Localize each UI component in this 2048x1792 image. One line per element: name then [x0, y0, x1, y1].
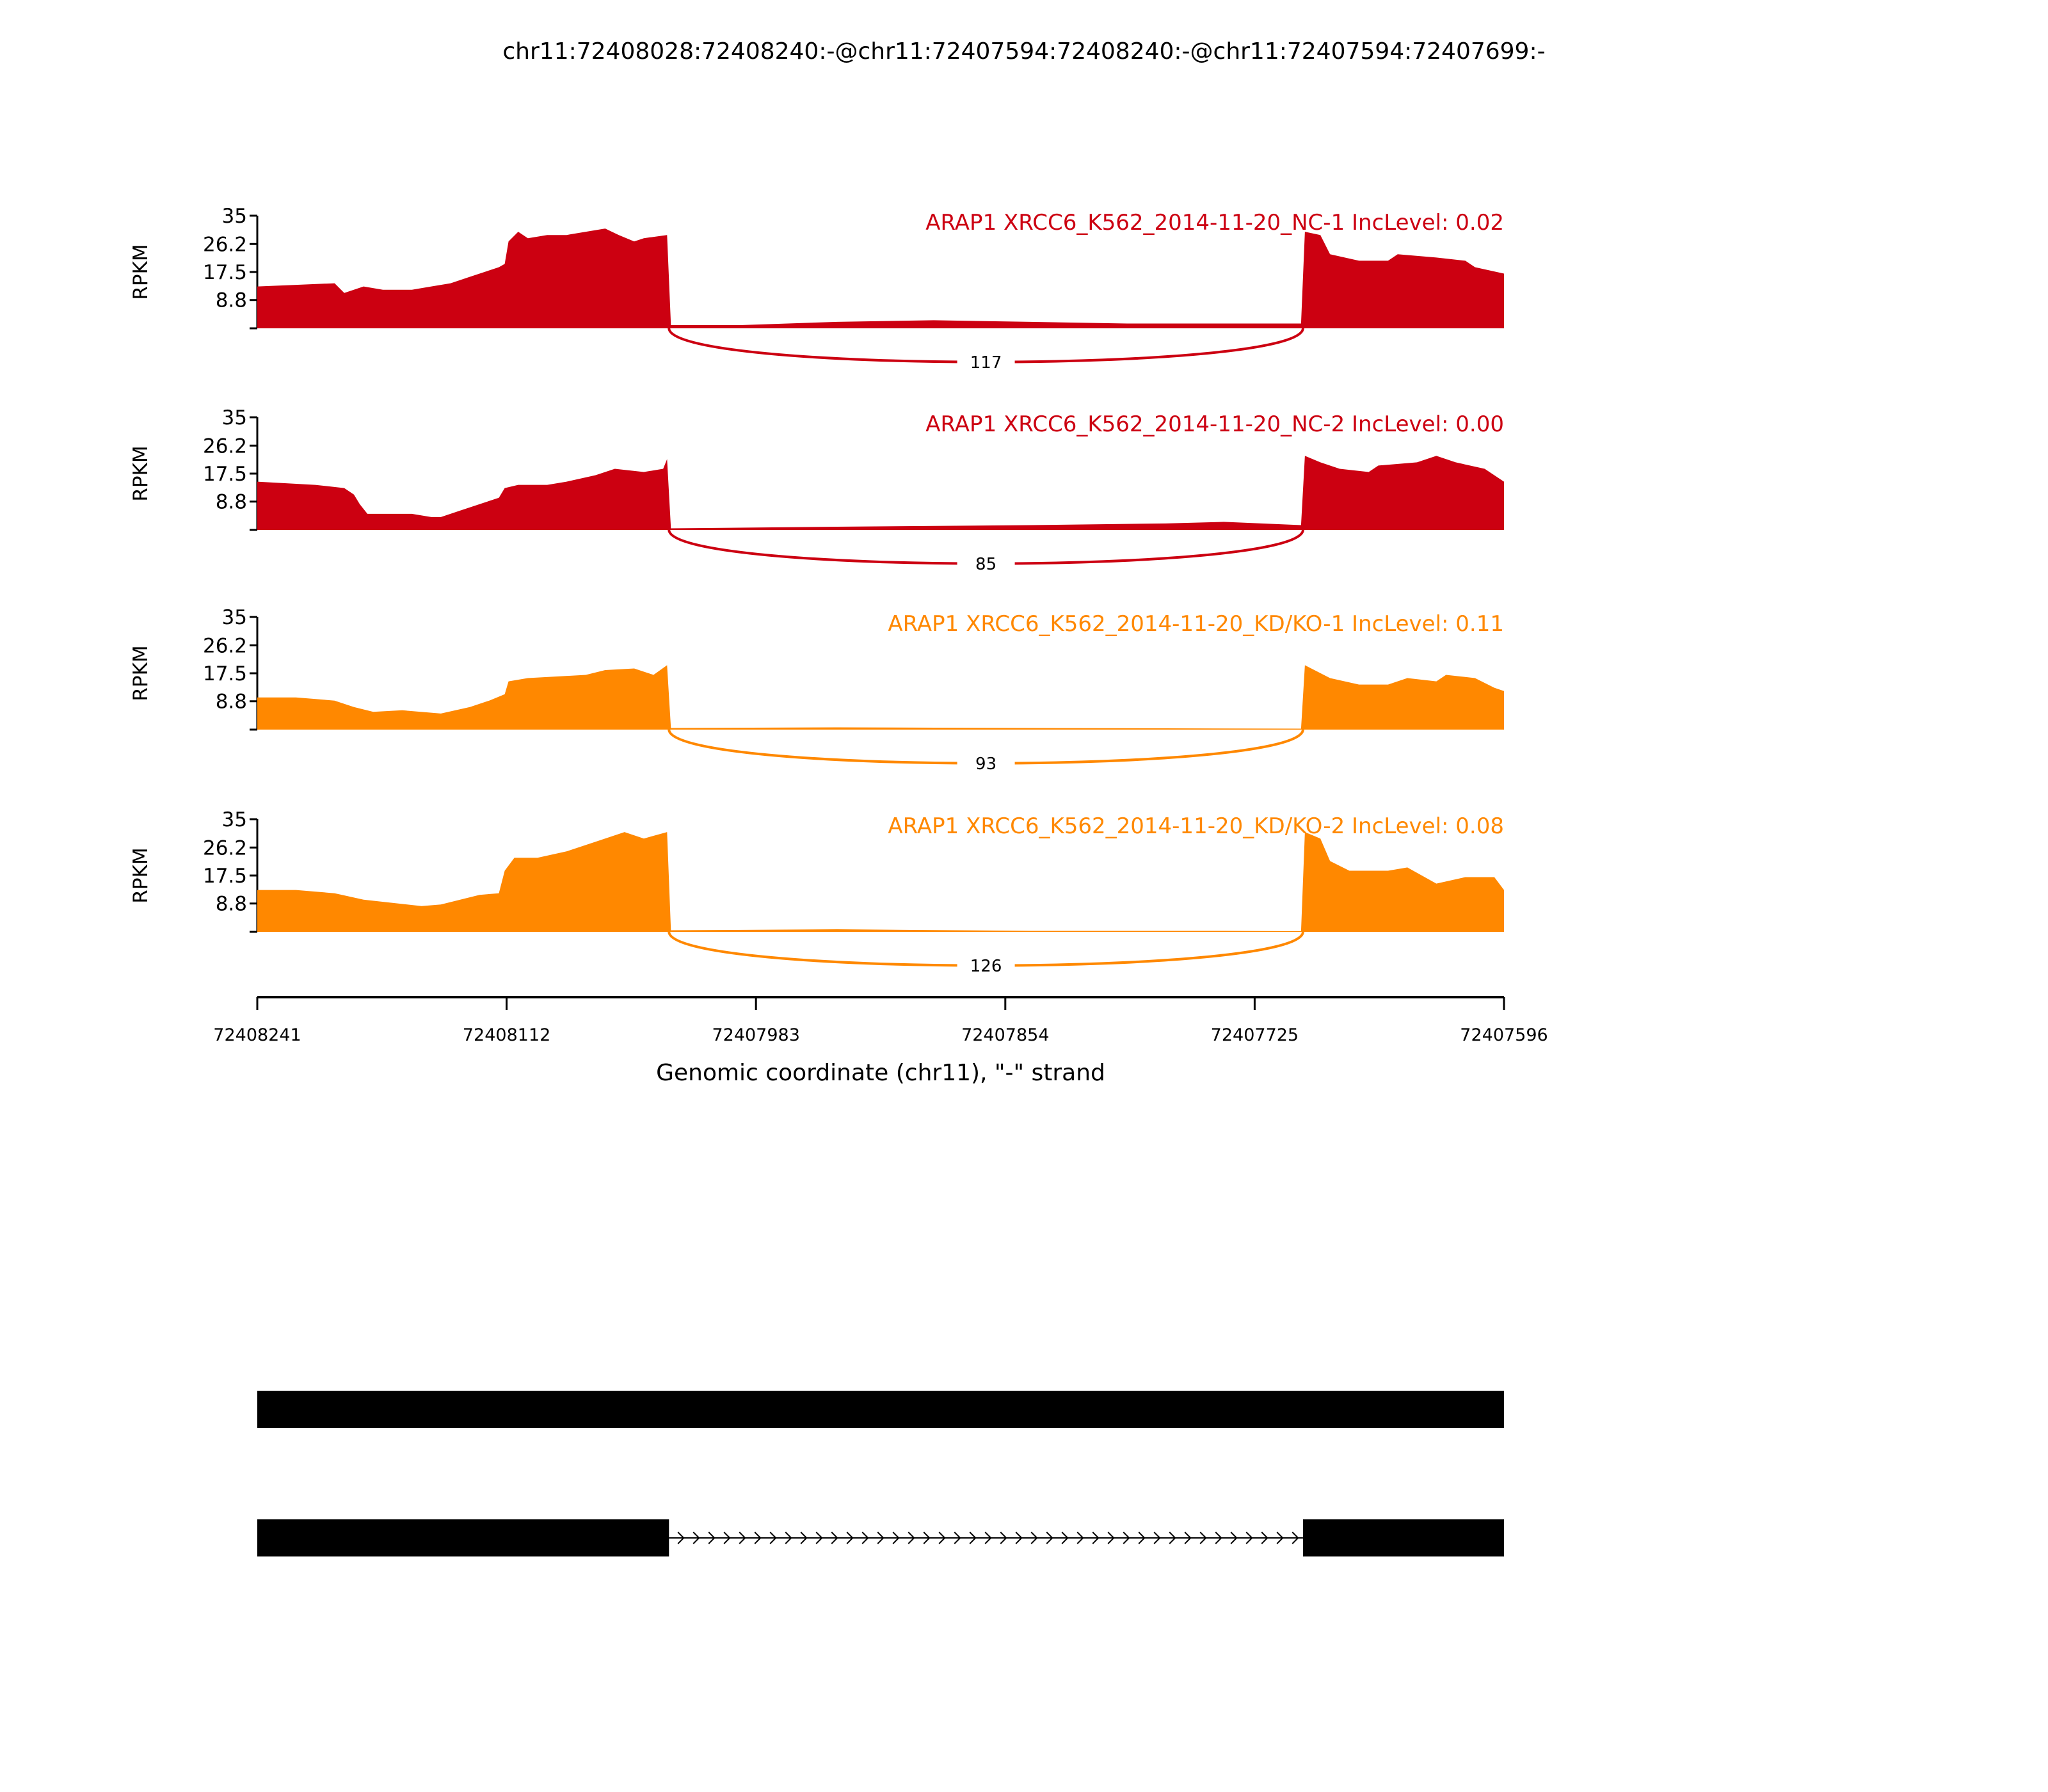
strand-arrow-icon: [815, 1532, 823, 1544]
junction-count: 117: [970, 353, 1002, 372]
strand-arrow-icon: [1123, 1532, 1130, 1544]
strand-arrow-icon: [723, 1532, 731, 1544]
strand-arrow-icon: [739, 1532, 746, 1544]
track-label: ARAP1 XRCC6_K562_2014-11-20_KD/KO-2 IncL…: [888, 813, 1504, 839]
strand-arrow-icon: [1030, 1532, 1038, 1544]
junction-count: 93: [975, 755, 996, 774]
strand-arrow-icon: [846, 1532, 854, 1544]
y-tick-label: 17.5: [203, 261, 247, 284]
strand-arrow-icon: [1169, 1532, 1176, 1544]
junction-count-box: [957, 554, 1015, 573]
y-tick-label: 26.2: [203, 435, 247, 458]
y-tick-label: 8.8: [216, 491, 247, 514]
y-tick-label: 35: [222, 205, 247, 228]
strand-arrow-icon: [908, 1532, 915, 1544]
strand-arrow-icon: [754, 1532, 762, 1544]
strand-arrow-icon: [1046, 1532, 1053, 1544]
strand-arrow-icon: [1199, 1532, 1207, 1544]
strand-arrow-icon: [984, 1532, 992, 1544]
y-tick-label: 8.8: [216, 691, 247, 714]
x-axis-label: Genomic coordinate (chr11), "-" strand: [656, 1060, 1105, 1086]
strand-arrow-icon: [1107, 1532, 1115, 1544]
y-tick-label: 17.5: [203, 463, 247, 486]
y-axis-label: RPKM: [129, 244, 152, 300]
strand-arrow-icon: [692, 1532, 700, 1544]
junction-count-box: [957, 353, 1015, 372]
x-tick-label: 72407725: [1211, 1025, 1299, 1045]
y-tick-label: 35: [222, 606, 247, 629]
strand-arrow-icon: [800, 1532, 808, 1544]
y-tick-label: 17.5: [203, 865, 247, 888]
strand-arrow-icon: [1138, 1532, 1146, 1544]
chart-title: chr11:72408028:72408240:-@chr11:72407594…: [502, 38, 1545, 65]
x-tick-label: 72408241: [213, 1025, 301, 1045]
y-tick-label: 8.8: [216, 893, 247, 916]
y-axis-label: RPKM: [129, 847, 152, 903]
y-axis-label: RPKM: [129, 445, 152, 501]
strand-arrow-icon: [785, 1532, 792, 1544]
coverage-area: [257, 665, 1504, 730]
strand-arrow-icon: [1292, 1532, 1299, 1544]
strand-arrow-icon: [1261, 1532, 1268, 1544]
strand-arrow-icon: [969, 1532, 977, 1544]
track-label: ARAP1 XRCC6_K562_2014-11-20_NC-2 IncLeve…: [925, 412, 1504, 437]
x-tick-label: 72407983: [712, 1025, 799, 1045]
strand-arrow-icon: [1092, 1532, 1100, 1544]
strand-arrow-icon: [1000, 1532, 1007, 1544]
strand-arrow-icon: [708, 1532, 716, 1544]
strand-arrow-icon: [954, 1532, 961, 1544]
track-label: ARAP1 XRCC6_K562_2014-11-20_NC-1 IncLeve…: [925, 210, 1504, 236]
strand-arrow-icon: [769, 1532, 777, 1544]
y-tick-label: 35: [222, 406, 247, 429]
junction-count: 126: [970, 957, 1002, 976]
strand-arrow-icon: [677, 1532, 685, 1544]
strand-arrow-icon: [1230, 1532, 1238, 1544]
exon-block: [257, 1519, 669, 1556]
exon-block: [257, 1391, 1504, 1428]
coverage-area: [257, 228, 1504, 328]
strand-arrow-icon: [892, 1532, 900, 1544]
strand-arrow-icon: [831, 1532, 838, 1544]
y-tick-label: 35: [222, 808, 247, 831]
strand-arrow-icon: [1061, 1532, 1069, 1544]
coverage-area: [257, 456, 1504, 530]
strand-arrow-icon: [861, 1532, 869, 1544]
y-axis-label: RPKM: [129, 645, 152, 701]
y-tick-label: 17.5: [203, 662, 247, 685]
strand-arrow-icon: [1215, 1532, 1222, 1544]
strand-arrow-icon: [1015, 1532, 1023, 1544]
strand-arrow-icon: [923, 1532, 931, 1544]
strand-arrow-icon: [938, 1532, 946, 1544]
strand-arrow-icon: [1276, 1532, 1284, 1544]
strand-arrow-icon: [877, 1532, 884, 1544]
strand-arrow-icon: [1245, 1532, 1253, 1544]
coverage-area: [257, 832, 1504, 932]
x-tick-label: 72408112: [463, 1025, 550, 1045]
x-tick-label: 72407854: [961, 1025, 1049, 1045]
junction-count-box: [957, 956, 1015, 975]
y-tick-label: 26.2: [203, 233, 247, 256]
strand-arrow-icon: [1184, 1532, 1192, 1544]
x-tick-label: 72407596: [1460, 1025, 1548, 1045]
strand-arrow-icon: [1153, 1532, 1161, 1544]
exon-block: [1302, 1519, 1504, 1556]
strand-arrow-icon: [1076, 1532, 1084, 1544]
y-tick-label: 8.8: [216, 289, 247, 312]
y-tick-label: 26.2: [203, 836, 247, 860]
track-label: ARAP1 XRCC6_K562_2014-11-20_KD/KO-1 IncL…: [888, 611, 1504, 637]
y-tick-label: 26.2: [203, 634, 247, 657]
junction-count-box: [957, 754, 1015, 773]
junction-count: 85: [975, 555, 996, 574]
